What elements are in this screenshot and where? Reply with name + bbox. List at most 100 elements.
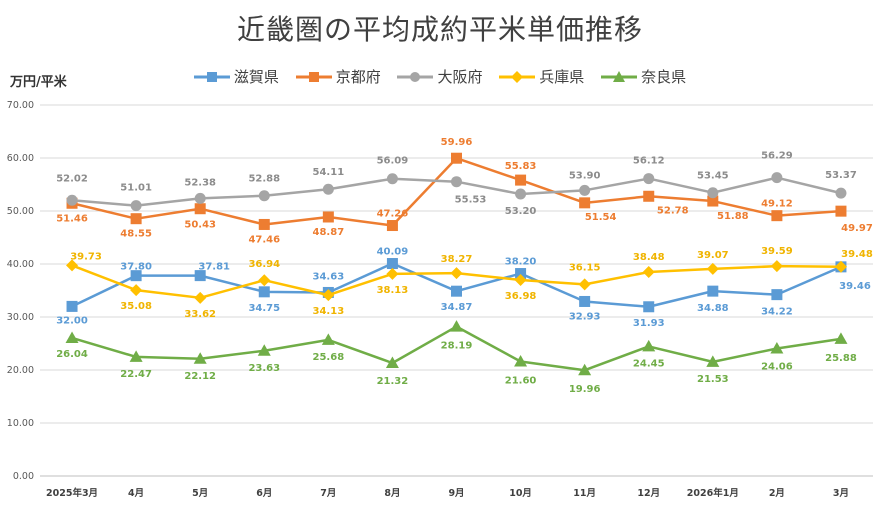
x-tick-label: 10月	[509, 488, 532, 499]
data-point	[194, 192, 206, 204]
data-label: 49.12	[761, 199, 793, 210]
data-point	[515, 268, 527, 280]
data-label: 56.12	[633, 156, 665, 167]
data-point	[322, 211, 334, 223]
data-point	[515, 188, 527, 200]
data-point	[130, 213, 142, 225]
data-label: 39.73	[70, 251, 102, 262]
data-point	[66, 259, 79, 272]
data-label: 51.88	[717, 211, 749, 222]
x-tick-label: 2026年1月	[687, 487, 739, 499]
legend-label-hyogo: 兵庫県	[539, 68, 585, 86]
data-label: 34.88	[697, 303, 729, 314]
legend-item-kyoto: 京都府	[295, 66, 381, 87]
data-point	[451, 152, 462, 164]
legend-label-osaka: 大阪府	[437, 68, 483, 86]
legend-marker-shiga	[193, 71, 230, 82]
data-label: 51.54	[585, 212, 617, 223]
data-label: 39.07	[697, 250, 729, 261]
data-label: 51.01	[120, 183, 152, 194]
data-point	[707, 187, 719, 199]
data-point	[258, 274, 271, 287]
data-point	[386, 173, 398, 185]
data-point	[514, 274, 527, 287]
data-point	[770, 341, 784, 354]
legend-marker-hyogo	[499, 70, 536, 83]
data-label: 37.81	[198, 262, 230, 273]
data-label: 21.32	[377, 376, 409, 387]
data-label: 51.46	[56, 213, 88, 224]
data-label: 25.68	[313, 352, 345, 363]
data-point	[642, 266, 655, 279]
data-label: 34.63	[313, 271, 345, 282]
x-tick-label: 2月	[769, 488, 785, 499]
data-point	[514, 355, 528, 367]
data-label: 25.88	[825, 353, 857, 364]
data-point	[770, 260, 783, 273]
data-label: 48.87	[313, 227, 345, 238]
data-point	[65, 331, 79, 343]
x-tick-label: 9月	[448, 488, 464, 499]
x-tick-label: 4月	[128, 488, 144, 499]
legend-label-nara: 奈良県	[641, 68, 687, 86]
data-point	[194, 291, 207, 304]
data-label: 34.75	[248, 303, 280, 314]
data-point	[385, 356, 399, 369]
legend: 滋賀県 京都府 大阪府 兵庫県 奈良県	[0, 66, 880, 87]
data-point	[450, 320, 463, 332]
data-point	[258, 190, 270, 202]
data-point	[257, 344, 271, 356]
legend-marker-nara	[601, 70, 638, 82]
data-point	[579, 184, 591, 196]
x-tick-label: 8月	[384, 488, 400, 499]
data-label: 53.45	[697, 171, 729, 182]
chart-title: 近畿圏の平均成約平米単価推移	[236, 13, 643, 46]
data-point	[386, 258, 398, 270]
data-label: 34.22	[761, 307, 793, 318]
data-point	[707, 285, 719, 297]
data-label: 38.27	[441, 254, 473, 265]
data-label: 52.02	[56, 173, 88, 184]
data-point	[130, 200, 142, 212]
data-point	[130, 284, 143, 297]
data-point	[515, 174, 527, 186]
data-label: 23.63	[248, 363, 280, 374]
data-label: 36.15	[569, 262, 601, 273]
legend-item-shiga: 滋賀県	[193, 66, 279, 87]
data-label: 35.08	[120, 301, 152, 312]
data-label: 36.98	[505, 291, 537, 302]
x-axis-ticks: 2025年3月 4月 5月 6月 7月 8月 9月 10月 11月 12月 2026年1月 2月 3月	[46, 487, 849, 499]
plot-area	[65, 152, 848, 376]
x-tick-label: 11月	[573, 488, 596, 499]
data-label: 38.48	[633, 252, 665, 263]
data-label: 52.38	[184, 177, 216, 188]
legend-marker-osaka	[397, 71, 434, 82]
data-point	[771, 172, 783, 184]
data-point	[707, 195, 719, 207]
data-point	[579, 295, 591, 307]
data-label: 21.53	[697, 374, 729, 385]
legend-marker-kyoto	[295, 71, 332, 82]
data-point	[130, 270, 142, 282]
data-label: 53.20	[505, 206, 537, 217]
data-point	[129, 350, 143, 362]
data-label: 39.48	[841, 249, 873, 260]
data-point	[322, 289, 335, 302]
x-tick-label: 5月	[192, 488, 208, 499]
data-label: 32.93	[569, 311, 601, 322]
x-tick-label: 6月	[256, 488, 272, 499]
data-point	[835, 187, 847, 199]
data-label: 24.45	[633, 358, 665, 369]
data-point	[450, 267, 463, 280]
data-label: 22.12	[184, 371, 216, 382]
legend-label-kyoto: 京都府	[335, 68, 381, 86]
data-point	[642, 339, 656, 352]
y-axis-ticks: 0.00 10.00 20.00 30.00 40.00 50.00 60.00 70.00	[7, 100, 34, 482]
data-label: 59.96	[441, 137, 473, 148]
data-label: 36.94	[248, 259, 280, 270]
data-label: 39.59	[761, 246, 793, 257]
data-point	[66, 300, 78, 312]
data-label: 34.87	[441, 302, 473, 313]
data-label: 55.53	[455, 195, 487, 206]
